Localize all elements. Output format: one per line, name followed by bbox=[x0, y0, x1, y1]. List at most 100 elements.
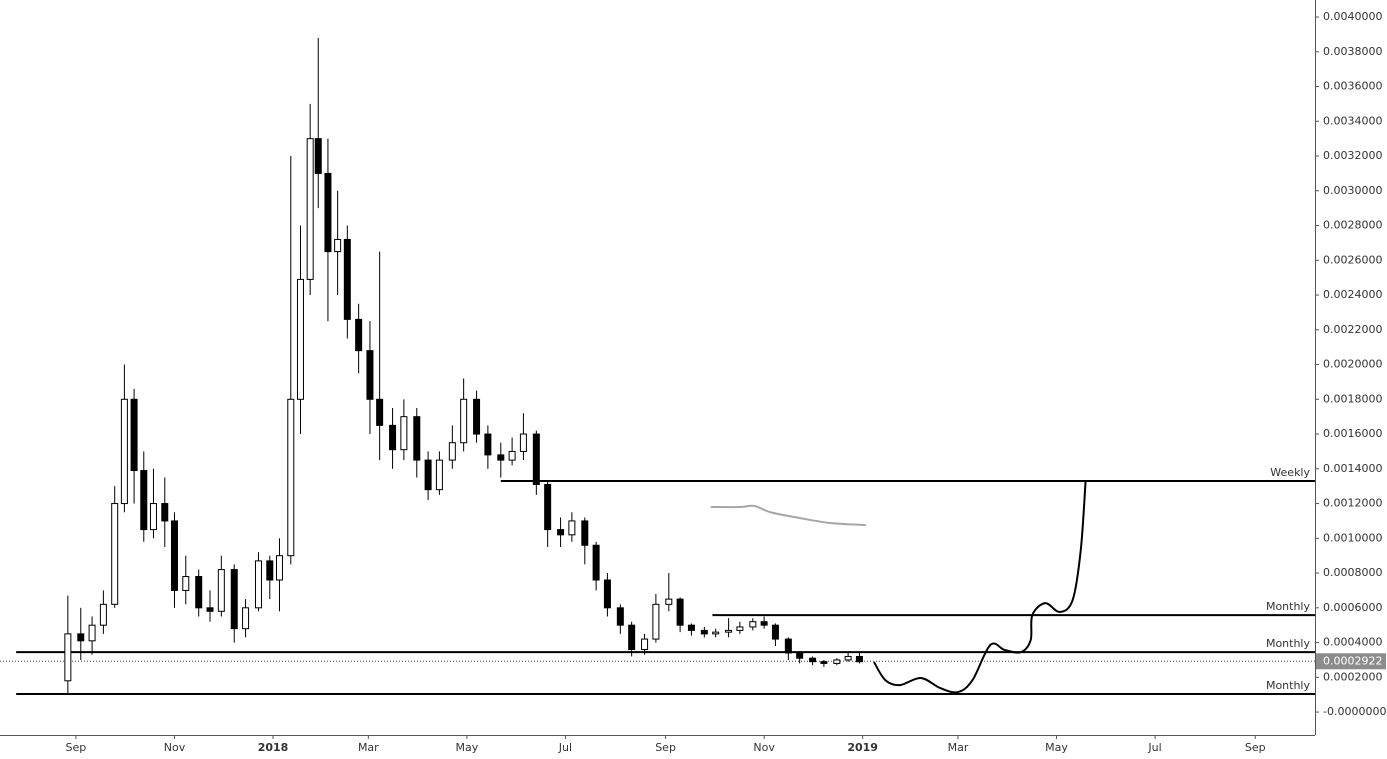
candle-body bbox=[413, 416, 421, 461]
y-tick-label: -0.0000000 bbox=[1323, 705, 1386, 718]
candle-body bbox=[254, 560, 262, 609]
candle-body bbox=[784, 638, 792, 654]
candle-body bbox=[424, 459, 432, 491]
candle-body bbox=[725, 629, 733, 633]
y-tick-label: 0.0008000 bbox=[1323, 566, 1383, 579]
y-tick-label: 0.0036000 bbox=[1323, 80, 1383, 93]
candle-body bbox=[306, 138, 314, 280]
x-tick-label: 2019 bbox=[847, 741, 878, 754]
candle-body bbox=[665, 598, 673, 605]
candle-body bbox=[64, 633, 72, 682]
candle-body bbox=[796, 652, 804, 659]
candle-body bbox=[508, 450, 516, 461]
candle-body bbox=[700, 629, 708, 635]
level-label: Monthly bbox=[1266, 637, 1311, 650]
candle-body bbox=[760, 621, 768, 626]
candle-body bbox=[195, 576, 203, 609]
candle-body bbox=[334, 238, 342, 253]
candle-body bbox=[820, 661, 828, 664]
candle-body bbox=[557, 529, 565, 536]
candle-body bbox=[376, 398, 384, 426]
average-line bbox=[710, 504, 866, 527]
candle-body bbox=[287, 398, 295, 557]
y-tick-label: 0.0032000 bbox=[1323, 149, 1383, 162]
y-tick-label: 0.0030000 bbox=[1323, 184, 1383, 197]
candle-body bbox=[855, 655, 863, 663]
candle-body bbox=[266, 560, 274, 581]
candle-body bbox=[833, 659, 841, 664]
x-tick-label: May bbox=[455, 741, 478, 754]
y-tick-label: 0.0004000 bbox=[1323, 636, 1383, 649]
candle-body bbox=[544, 483, 552, 531]
y-tick-label: 0.0020000 bbox=[1323, 358, 1383, 371]
candle-body bbox=[206, 607, 214, 612]
x-tick-label: Nov bbox=[753, 741, 775, 754]
candle-body bbox=[217, 569, 225, 612]
candle-body bbox=[448, 442, 456, 461]
x-tick-label: Mar bbox=[358, 741, 379, 754]
candle-body bbox=[641, 638, 649, 651]
candle-body bbox=[161, 503, 169, 522]
candle-body bbox=[712, 631, 720, 635]
candle-body bbox=[652, 603, 660, 640]
candle-body bbox=[581, 520, 589, 546]
candle-body bbox=[77, 633, 85, 642]
candle-body bbox=[628, 624, 636, 651]
candle-body bbox=[736, 626, 744, 631]
candle-body bbox=[603, 579, 611, 609]
y-tick-label: 0.0024000 bbox=[1323, 288, 1383, 301]
x-tick-label: Sep bbox=[1245, 741, 1266, 754]
y-tick-label: 0.0012000 bbox=[1323, 497, 1383, 510]
level-label: Monthly bbox=[1266, 679, 1311, 692]
candle-body bbox=[343, 238, 351, 320]
x-tick-label: Sep bbox=[66, 741, 87, 754]
candle-body bbox=[99, 603, 107, 626]
y-tick-label: 0.0016000 bbox=[1323, 427, 1383, 440]
level-label: Weekly bbox=[1270, 466, 1310, 479]
candle-body bbox=[687, 624, 695, 631]
candle-body bbox=[140, 470, 148, 531]
last-price-label: 0.0002922 bbox=[1323, 654, 1383, 667]
candle-body bbox=[242, 607, 250, 630]
candle-body bbox=[88, 624, 96, 642]
x-tick-label: 2018 bbox=[258, 741, 289, 754]
candle-body bbox=[400, 416, 408, 451]
candle-body bbox=[389, 424, 397, 451]
candle-body bbox=[182, 576, 190, 591]
x-tick-label: May bbox=[1045, 741, 1068, 754]
candle-body bbox=[532, 433, 540, 485]
y-tick-label: 0.0040000 bbox=[1323, 10, 1383, 23]
candle-body bbox=[473, 398, 481, 435]
y-tick-label: 0.0010000 bbox=[1323, 531, 1383, 544]
x-tick-label: Nov bbox=[164, 741, 186, 754]
x-tick-label: Jul bbox=[1147, 741, 1161, 754]
candle-body bbox=[676, 598, 684, 626]
candle-body bbox=[230, 569, 238, 630]
candle-body bbox=[149, 503, 157, 531]
candle-body bbox=[616, 607, 624, 626]
candle-body bbox=[170, 520, 178, 591]
candle-body bbox=[809, 657, 817, 663]
candle-body bbox=[568, 520, 576, 536]
candle-body bbox=[497, 454, 505, 461]
candle-body bbox=[314, 138, 322, 174]
x-tick-label: Sep bbox=[655, 741, 676, 754]
candle-body bbox=[844, 655, 852, 661]
last-price-box bbox=[1316, 653, 1386, 670]
candle-body bbox=[120, 398, 128, 505]
candle-body bbox=[324, 172, 332, 253]
y-tick-label: 0.0026000 bbox=[1323, 253, 1383, 266]
candle-body bbox=[460, 398, 468, 444]
level-label: Monthly bbox=[1266, 600, 1311, 613]
candle-body bbox=[519, 433, 527, 452]
y-tick-label: 0.0018000 bbox=[1323, 392, 1383, 405]
candle-body bbox=[749, 621, 757, 628]
candle-body bbox=[592, 544, 600, 581]
candle-body bbox=[771, 624, 779, 640]
y-tick-label: 0.0014000 bbox=[1323, 462, 1383, 475]
candle-body bbox=[275, 555, 283, 581]
y-tick-label: 0.0028000 bbox=[1323, 219, 1383, 232]
candle-body bbox=[366, 350, 374, 400]
candle-body bbox=[111, 503, 119, 605]
